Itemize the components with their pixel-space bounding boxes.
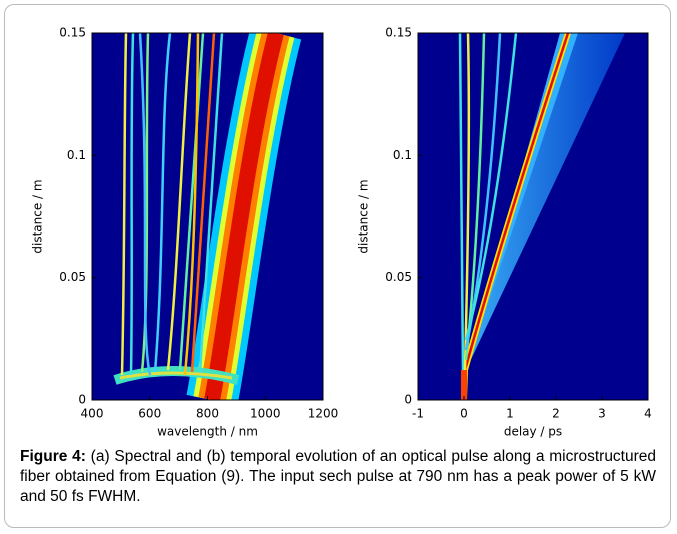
figure-frame (4, 4, 671, 528)
x-tick-label: 800 (196, 407, 219, 421)
temporal-map (418, 33, 648, 400)
x-axis-label: wavelength / nm (157, 425, 258, 439)
y-tick-label: 0 (78, 393, 86, 407)
y-axis-label: distance / m (31, 179, 45, 253)
x-tick-label: 0 (460, 407, 468, 421)
caption: Figure 4: (a) Spectral and (b) temporal … (20, 447, 656, 507)
y-tick-label: 0.15 (59, 26, 86, 40)
plot-border (417, 32, 649, 401)
y-tick-label: 0.1 (393, 148, 412, 162)
y-tick-label: 0 (404, 393, 412, 407)
x-tick-label: 600 (138, 407, 161, 421)
x-tick-label: 400 (81, 407, 104, 421)
y-tick-label: 0.05 (385, 270, 412, 284)
x-tick-label: 1 (506, 407, 514, 421)
y-axis-label: distance / m (357, 179, 371, 253)
caption-label: Figure 4: (20, 448, 86, 465)
caption-text: (a) Spectral and (b) temporal evolution … (20, 448, 657, 505)
x-tick-label: 1200 (308, 407, 339, 421)
spectral-map (92, 33, 323, 400)
figure: 400 600 800 1000 120000.050.10.15wavelength … (31, 26, 652, 439)
x-tick-label: -1 (412, 407, 424, 421)
y-tick-label: 0.15 (385, 26, 412, 40)
x-tick-label: 3 (598, 407, 606, 421)
y-tick-label: 0.1 (67, 148, 86, 162)
x-tick-label: 1000 (250, 407, 281, 421)
x-axis-label: delay / ps (504, 425, 562, 439)
y-tick-label: 0.05 (59, 270, 86, 284)
x-tick-label: 2 (552, 407, 560, 421)
x-tick-label: 4 (644, 407, 652, 421)
